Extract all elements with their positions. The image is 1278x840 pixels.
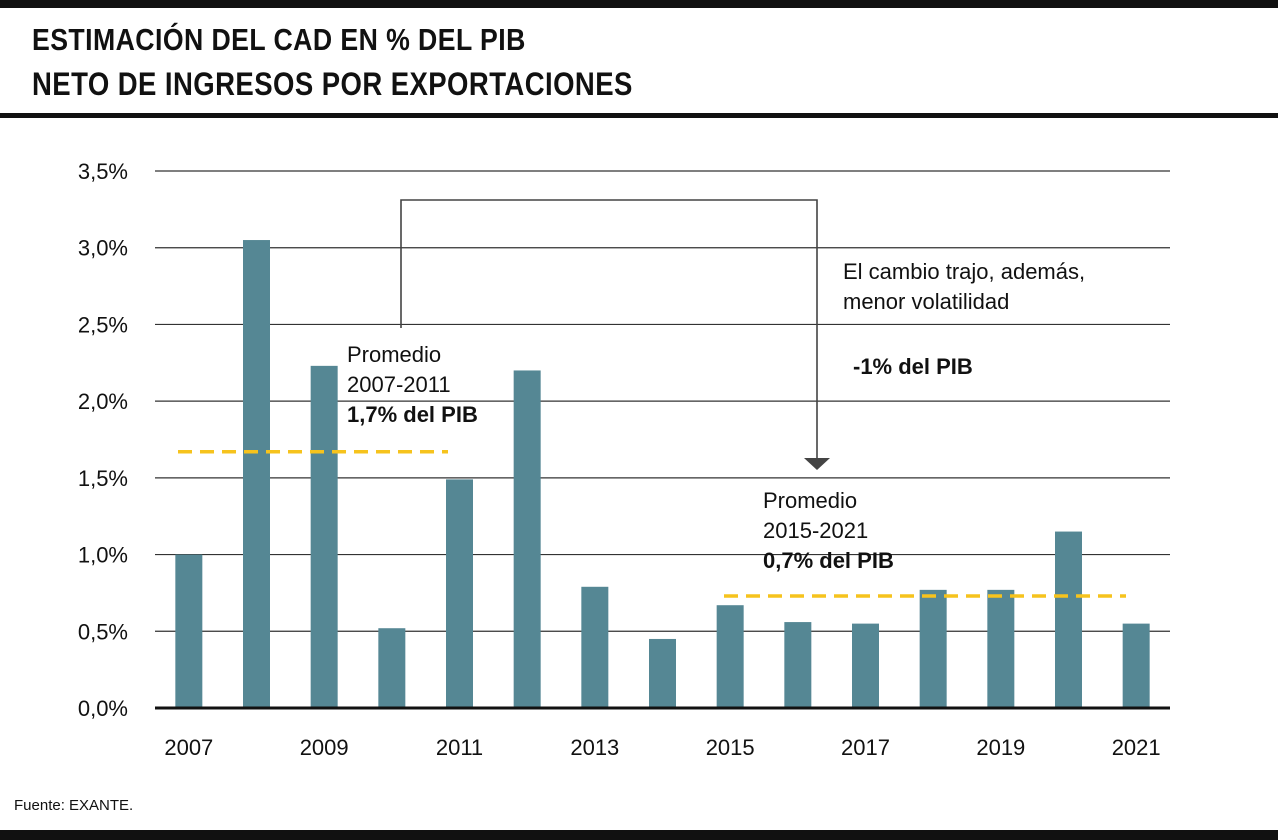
bar-2018 [919, 589, 947, 708]
top-rule [0, 0, 1278, 8]
header-rule [0, 113, 1278, 118]
y-tick-label: 1,0% [78, 543, 128, 568]
bar-2012 [513, 370, 541, 708]
bar-2021 [1122, 623, 1150, 708]
x-tick-label: 2013 [570, 735, 619, 760]
average-label-2007-2011: Promedio 2007-2011 1,7% del PIB [347, 342, 478, 427]
bar-2013 [581, 586, 609, 708]
bottom-rule [0, 830, 1278, 840]
change-value-label: -1% del PIB [853, 354, 973, 379]
y-tick-label: 3,0% [78, 236, 128, 261]
bar-chart: 0,0%0,5%1,0%1,5%2,0%2,5%3,0%3,5% 2007 200… [78, 159, 1170, 760]
x-tick-label: 2007 [164, 735, 213, 760]
y-tick-label: 0,5% [78, 619, 128, 644]
bar-2008 [243, 240, 270, 709]
y-tick-label: 2,0% [78, 389, 128, 414]
bar-2007 [175, 554, 203, 708]
grid-lines [155, 170, 1170, 632]
x-tick-label: 2009 [300, 735, 349, 760]
chart-title: ESTIMACIÓN DEL CAD EN % DEL PIB [32, 22, 526, 57]
bar-2020 [1055, 531, 1082, 708]
y-tick-label: 2,5% [78, 312, 128, 337]
bar-2015 [716, 605, 744, 708]
change-arrow-line [400, 199, 818, 458]
bar-2017 [852, 623, 879, 708]
source-note: Fuente: EXANTE. [14, 797, 134, 814]
chart-subtitle: NETO DE INGRESOS POR EXPORTACIONES [32, 66, 633, 102]
y-tick-label: 1,5% [78, 466, 128, 491]
change-note: El cambio trajo, además, menor volatilida… [843, 259, 1085, 314]
x-tick-label: 2019 [976, 735, 1025, 760]
bars [175, 240, 1150, 709]
x-tick-label: 2021 [1112, 735, 1161, 760]
y-tick-label: 0,0% [78, 696, 128, 721]
bar-2016 [784, 622, 812, 708]
x-axis-labels: 2007 2009 2011 2013 2015 2017 2019 2021 [164, 735, 1160, 760]
average-lines [178, 450, 1126, 598]
x-tick-label: 2011 [436, 735, 483, 760]
average-label-2015-2021: Promedio 2015-2021 0,7% del PIB [763, 488, 894, 573]
bar-2011 [446, 479, 473, 708]
annotations: Promedio 2007-2011 1,7% del PIB Promedio 201… [347, 199, 1085, 573]
bar-2009 [310, 365, 338, 708]
x-tick-label: 2015 [706, 735, 755, 760]
bar-2010 [378, 628, 406, 708]
x-tick-label: 2017 [841, 735, 890, 760]
bar-2019 [987, 589, 1015, 708]
y-axis-labels: 0,0% 0,5% 1,0% 1,5% 2,0% 2,5% 3,0% 3,5% [78, 159, 128, 721]
y-tick-label: 3,5% [78, 159, 128, 184]
bar-2014 [649, 638, 676, 708]
change-arrow-head [804, 458, 830, 470]
